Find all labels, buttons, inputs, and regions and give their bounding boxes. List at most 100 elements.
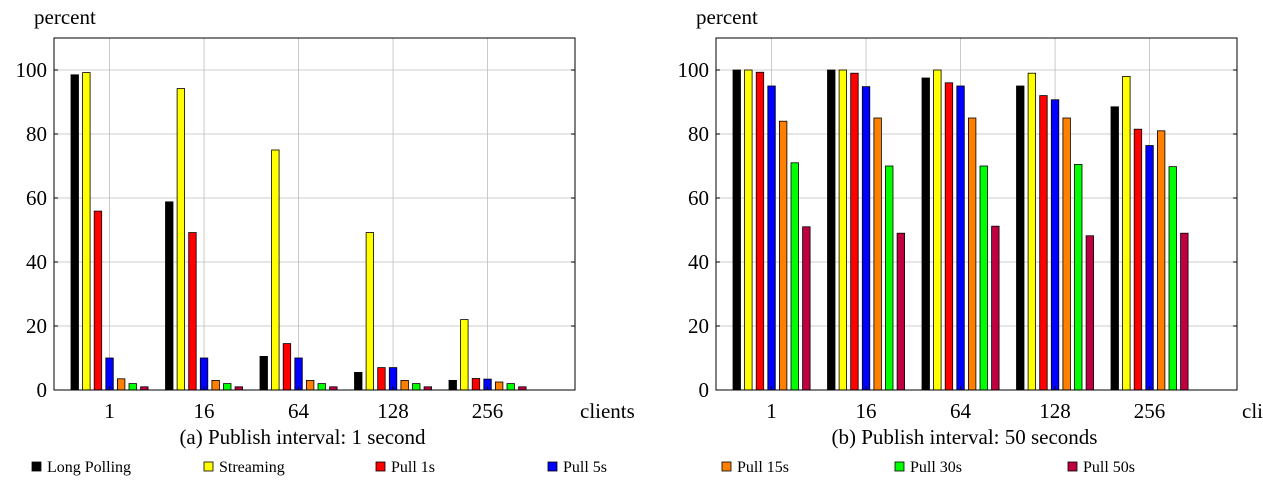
legend-swatch	[203, 461, 214, 472]
legend-swatch	[721, 461, 732, 472]
bar-long-polling-16	[827, 69, 836, 391]
legend-item-pull-5s: Pull 5s	[547, 459, 607, 476]
chart-publish-50s: 0 20 40 60 80 100 1 16 64 128 256 percent clients (b)…	[678, 5, 1263, 449]
grid	[54, 38, 575, 391]
bar-streaming-256	[1122, 76, 1131, 391]
bar-pull-15s-64	[305, 379, 315, 391]
bar-streaming-16	[176, 88, 186, 391]
bar-pull-15s-128	[400, 379, 409, 391]
y-tick-label: 0	[699, 378, 710, 402]
y-tick-label: 20	[26, 314, 47, 338]
plot-frame	[715, 37, 1238, 391]
bar-pull-15s-64	[968, 117, 977, 391]
bar-pull-30s-256	[506, 383, 515, 391]
bar-pull-30s-64	[979, 165, 988, 391]
x-tick-label: 256	[472, 399, 504, 423]
bar-pull-5s-128	[1050, 99, 1060, 391]
bar-pull-5s-64	[956, 85, 965, 391]
y-tick-label: 20	[688, 314, 709, 338]
bar-long-polling-256	[448, 379, 457, 391]
legend-label: Pull 5s	[563, 459, 607, 476]
bar-streaming-1	[82, 72, 91, 391]
bar-pull-5s-16	[861, 86, 871, 391]
bar-pull-5s-1	[767, 85, 776, 391]
bar-long-polling-64	[259, 355, 268, 391]
x-axis-label: clients	[580, 399, 635, 423]
bar-pull-15s-16	[211, 379, 220, 391]
bar-pull-50s-1	[802, 226, 811, 391]
x-tick-label: 64	[950, 399, 972, 423]
bar-pull-50s-256	[1180, 232, 1189, 391]
bar-pull-15s-128	[1062, 117, 1071, 391]
bar-pull-30s-128	[412, 383, 421, 391]
legend-swatch	[375, 461, 386, 472]
legend-label: Streaming	[219, 459, 285, 476]
x-tick-label: 1	[766, 399, 777, 423]
legend-label: Pull 15s	[737, 459, 789, 476]
bar-streaming-128	[1027, 72, 1036, 391]
bar-pull-30s-128	[1074, 163, 1083, 391]
bars	[732, 69, 1189, 391]
bar-pull-1s-1	[755, 71, 765, 391]
y-tick-label: 80	[26, 122, 47, 146]
bar-streaming-1	[744, 69, 753, 391]
legend-item-pull-15s: Pull 15s	[721, 459, 789, 476]
x-axis-label: clients	[1242, 399, 1263, 423]
bar-pull-50s-16	[896, 232, 905, 391]
bar-pull-5s-16	[199, 357, 209, 391]
bar-streaming-256	[460, 319, 469, 391]
bar-long-polling-64	[921, 77, 930, 391]
bar-streaming-16	[838, 69, 847, 391]
y-tick-label: 100	[16, 58, 48, 82]
x-tick-label: 16	[194, 399, 215, 423]
legend-label: Long Polling	[47, 459, 131, 476]
bar-pull-5s-1	[105, 357, 114, 391]
bar-pull-1s-256	[471, 378, 481, 391]
bar-pull-15s-256	[1157, 130, 1166, 391]
bar-long-polling-1	[732, 69, 741, 391]
y-axis-label: percent	[696, 5, 758, 29]
y-axis-label: percent	[34, 5, 96, 29]
bar-pull-15s-1	[117, 378, 126, 391]
bar-pull-30s-16	[223, 383, 232, 391]
bar-pull-30s-64	[317, 383, 326, 391]
chart-title: (b) Publish interval: 50 seconds	[832, 425, 1098, 449]
bar-pull-1s-64	[282, 343, 292, 391]
bar-pull-5s-256	[1145, 145, 1154, 391]
legend-swatch	[894, 461, 905, 472]
y-tick-label: 40	[26, 250, 47, 274]
bar-streaming-64	[271, 149, 280, 391]
bar-pull-1s-64	[944, 82, 954, 391]
bar-pull-30s-1	[790, 162, 799, 391]
bar-long-polling-16	[165, 201, 174, 391]
bar-pull-50s-128	[1085, 235, 1094, 391]
legend-item-long-polling: Long Polling	[31, 459, 131, 476]
x-tick-label: 128	[1039, 399, 1071, 423]
bar-long-polling-128	[354, 371, 363, 391]
legend-item-pull-50s: Pull 50s	[1067, 459, 1135, 476]
x-tick-label: 128	[377, 399, 409, 423]
legend-swatch	[547, 461, 558, 472]
bar-streaming-128	[365, 232, 375, 391]
x-tick-label: 1	[104, 399, 115, 423]
x-tick-label: 64	[288, 399, 310, 423]
bar-pull-30s-1	[128, 383, 137, 391]
y-tick-label: 0	[37, 378, 48, 402]
chart-title: (a) Publish interval: 1 second	[179, 425, 426, 449]
bar-pull-5s-64	[294, 357, 303, 391]
bar-pull-30s-256	[1168, 166, 1177, 391]
y-tick-label: 40	[688, 250, 709, 274]
bar-long-polling-1	[70, 74, 79, 391]
chart-publish-1s: 0 20 40 60 80 100 1 16 64 128 256 percent clients (a)…	[16, 5, 635, 449]
y-tick-label: 60	[688, 186, 709, 210]
bar-pull-1s-128	[1039, 95, 1048, 391]
legend-item-streaming: Streaming	[203, 459, 285, 476]
legend-label: Pull 1s	[391, 459, 435, 476]
bar-pull-1s-16	[188, 232, 197, 391]
y-tick-label: 80	[688, 122, 709, 146]
bar-pull-30s-16	[885, 165, 894, 391]
bar-pull-15s-1	[779, 120, 788, 391]
x-tick-label: 16	[856, 399, 877, 423]
legend-label: Pull 30s	[910, 459, 962, 476]
